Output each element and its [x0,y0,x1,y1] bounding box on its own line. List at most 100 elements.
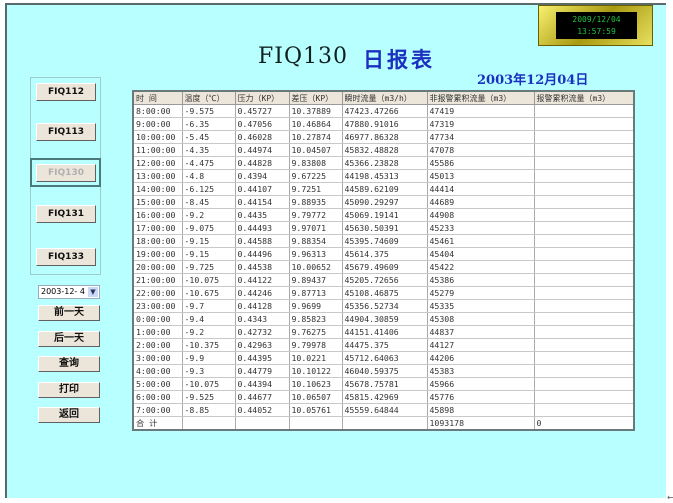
column-header: 瞬时流量（m3/h） [342,91,428,105]
page-title: FIQ130 [258,44,348,69]
table-cell [534,364,635,378]
clock-time: 13:57:59 [577,27,616,36]
query-button[interactable]: 查询 [38,356,100,372]
table-cell [534,130,635,144]
daily-report-table: 时 间温度（℃） 压力（KP） 差压（KP） 瞬时流量（m3/h） 非报警累积流量（m3… [132,90,635,431]
table-cell: 45586 [427,156,535,170]
table-cell [534,143,635,157]
previous-day-button[interactable]: 前一天 [38,305,100,321]
table-cell: 0.42732 [235,325,290,339]
table-cell: 45279 [427,286,535,300]
table-row: 5:00:00 -10.075 0.44394 10.10623 45678.75781… [133,377,635,391]
back-button[interactable]: 返回 [38,407,100,423]
table-cell: 10.10623 [289,377,343,391]
table-cell [534,117,635,131]
table-cell: 9.85823 [289,312,343,326]
table-cell [235,416,290,431]
table-cell: 12:00:00 [133,156,183,170]
table-cell: 45233 [427,221,535,235]
table-row: 11:00:00 -4.35 0.44974 10.04507 45832.48828 4… [133,143,635,157]
table-row: 15:00:00 -8.45 0.44154 9.88935 45090.29297 44… [133,195,635,209]
table-cell: 9.79978 [289,338,343,352]
table-cell: 16:00:00 [133,208,183,222]
table-cell: 0.47056 [235,117,290,131]
table-cell: 0.44128 [235,299,290,313]
table-cell: 0.44677 [235,390,290,404]
meter-button-fiq112[interactable]: FIQ112 [36,83,96,101]
table-cell: -9.2 [182,208,236,222]
column-header: 报警累积流量（m3） [534,91,635,105]
table-cell: 45013 [427,169,535,183]
table-cell: 45383 [427,364,535,378]
column-header: 差压（KP） [289,91,343,105]
table-row: 1:00:00 -9.2 0.42732 9.76275 44151.41406 4483… [133,325,635,339]
table-cell: 45559.64844 [342,403,428,417]
table-cell: 0.44828 [235,156,290,170]
table-cell: 9.76275 [289,325,343,339]
table-cell [534,195,635,209]
column-header: 非报警累积流量（m3） [427,91,535,105]
table-cell: 5:00:00 [133,377,183,391]
table-cell: 45630.50391 [342,221,428,235]
table-cell: 0.44107 [235,182,290,196]
meter-button-fiq113[interactable]: FIQ113 [36,123,96,141]
table-cell [534,169,635,183]
resize-cursor-icon: ← [667,493,673,502]
table-cell: -10.075 [182,273,236,287]
meter-button-fiq131[interactable]: FIQ131 [36,205,96,223]
table-cell: 1093178 [427,416,535,431]
meter-button-fiq133[interactable]: FIQ133 [36,248,96,266]
table-cell: -9.9 [182,351,236,365]
table-cell [534,273,635,287]
column-header: 时 间 [133,91,183,105]
table-cell: 0:00:00 [133,312,183,326]
table-cell: 8:00:00 [133,104,183,118]
table-cell: 45108.46875 [342,286,428,300]
table-cell: 0.44538 [235,260,290,274]
table-cell [534,403,635,417]
table-row: 10:00:00 -5.45 0.46028 10.27874 46977.86328 4… [133,130,635,144]
table-cell: 0.44493 [235,221,290,235]
table-cell: 9.97071 [289,221,343,235]
table-cell: 15:00:00 [133,195,183,209]
table-cell: 17:00:00 [133,221,183,235]
table-row: 22:00:00 -10.675 0.44246 9.87713 45108.46875… [133,286,635,300]
table-row: 9:00:00 -6.35 0.47056 10.46864 47880.91016 47… [133,117,635,131]
table-cell: 0.4435 [235,208,290,222]
table-row: 14:00:00 -6.125 0.44107 9.7251 44589.62109 44… [133,182,635,196]
table-cell: 0 [534,416,635,431]
table-cell: -9.525 [182,390,236,404]
table-cell: 6:00:00 [133,390,183,404]
table-cell: 1:00:00 [133,325,183,339]
table-cell: 10.05761 [289,403,343,417]
table-row: 23:00:00 -9.7 0.44128 9.9699 45356.52734 4533… [133,299,635,313]
table-cell: -9.7 [182,299,236,313]
table-cell: -6.35 [182,117,236,131]
table-header-row: 时 间温度（℃） 压力（KP） 差压（KP） 瞬时流量（m3/h） 非报警累积流量（m3… [133,91,635,105]
table-cell: 44206 [427,351,535,365]
table-cell [534,312,635,326]
print-button[interactable]: 打印 [38,382,100,398]
table-cell: 10.10122 [289,364,343,378]
table-cell: 45966 [427,377,535,391]
table-cell: 9.7251 [289,182,343,196]
table-cell: -10.675 [182,286,236,300]
table-row: 18:00:00 -9.15 0.44588 9.88354 45395.74609 45… [133,234,635,248]
table-cell: 44689 [427,195,535,209]
table-cell: 14:00:00 [133,182,183,196]
table-cell: 4:00:00 [133,364,183,378]
table-cell: 13:00:00 [133,169,183,183]
table-cell: 44475.375 [342,338,428,352]
table-cell: 0.4343 [235,312,290,326]
table-row: 20:00:00 -9.725 0.44538 10.00652 45679.49609… [133,260,635,274]
table-cell: -9.2 [182,325,236,339]
chevron-down-icon[interactable]: ▼ [88,287,98,297]
table-cell: 0.44779 [235,364,290,378]
table-cell [534,338,635,352]
next-day-button[interactable]: 后一天 [38,331,100,347]
date-select[interactable]: 2003-12- 4 ▼ [38,285,100,299]
table-cell: 11:00:00 [133,143,183,157]
table-cell: -9.075 [182,221,236,235]
table-cell [534,104,635,118]
table-cell: 0.44154 [235,195,290,209]
